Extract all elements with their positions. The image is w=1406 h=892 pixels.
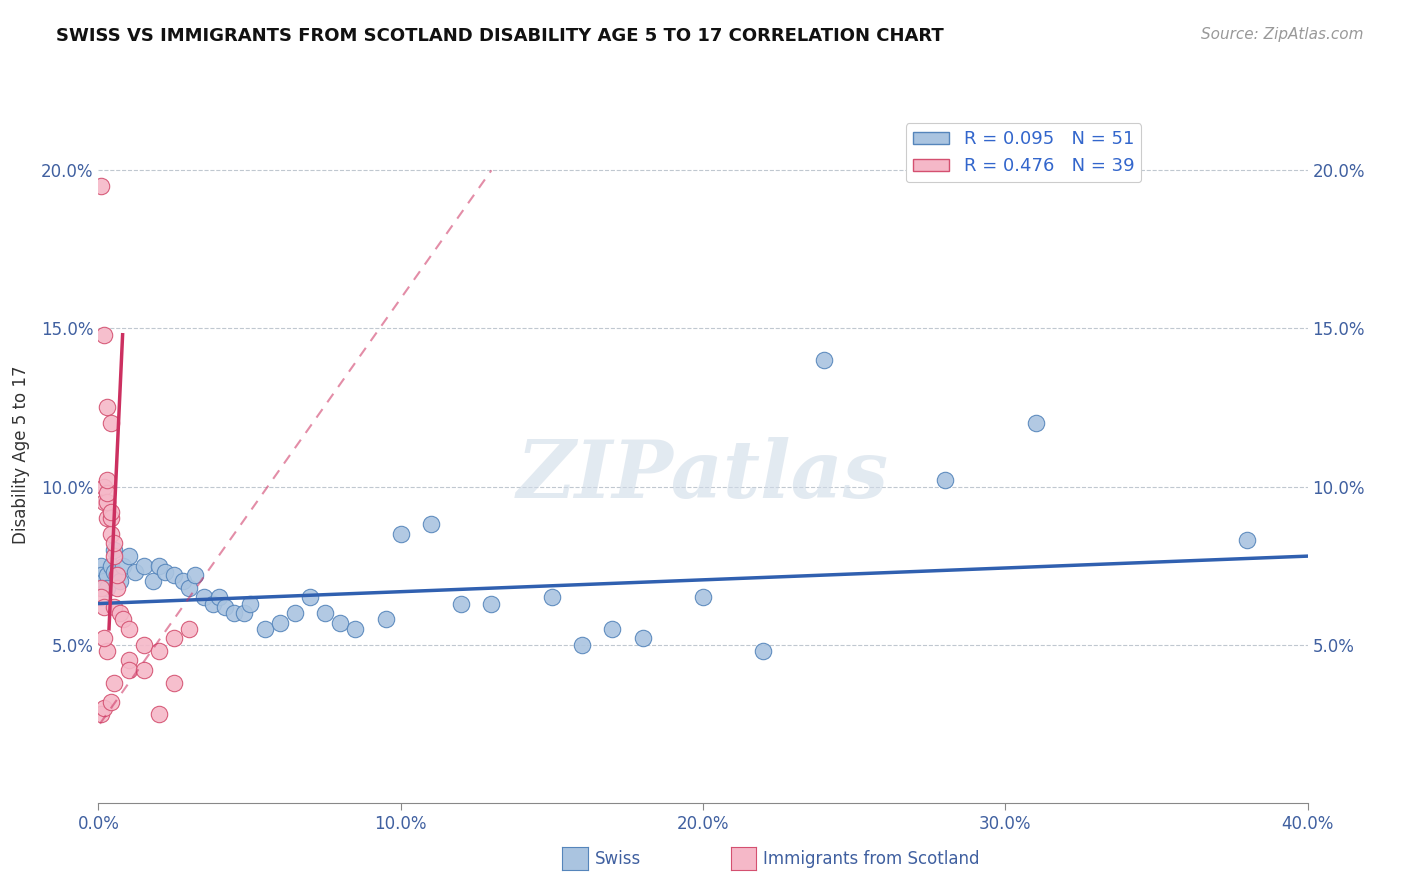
- Point: [103, 599, 125, 614]
- Point: [184, 568, 207, 582]
- Point: [148, 558, 170, 573]
- Point: [602, 622, 624, 636]
- Point: [132, 558, 155, 573]
- Point: [163, 632, 186, 646]
- Point: [96, 486, 118, 500]
- Point: [124, 565, 146, 579]
- Point: [108, 574, 131, 589]
- Text: SWISS VS IMMIGRANTS FROM SCOTLAND DISABILITY AGE 5 TO 17 CORRELATION CHART: SWISS VS IMMIGRANTS FROM SCOTLAND DISABI…: [56, 27, 943, 45]
- Point: [813, 353, 835, 368]
- Point: [314, 606, 336, 620]
- Point: [420, 517, 443, 532]
- Point: [284, 606, 307, 620]
- Point: [90, 707, 112, 722]
- Point: [269, 615, 291, 630]
- Point: [100, 417, 122, 431]
- Point: [103, 675, 125, 690]
- Point: [90, 568, 112, 582]
- Text: ZIPatlas: ZIPatlas: [517, 437, 889, 515]
- Point: [132, 638, 155, 652]
- Point: [752, 644, 775, 658]
- Point: [90, 591, 112, 605]
- Point: [103, 536, 125, 550]
- Point: [100, 505, 122, 519]
- Point: [239, 597, 262, 611]
- Point: [103, 549, 125, 563]
- Point: [450, 597, 472, 611]
- Point: [208, 591, 231, 605]
- Point: [96, 581, 118, 595]
- Point: [153, 565, 176, 579]
- Point: [224, 606, 246, 620]
- Point: [105, 568, 128, 582]
- Point: [934, 473, 956, 487]
- Point: [118, 622, 141, 636]
- Point: [374, 612, 396, 626]
- Point: [132, 663, 155, 677]
- Point: [571, 638, 593, 652]
- Point: [540, 591, 562, 605]
- Text: Swiss: Swiss: [595, 850, 641, 868]
- Point: [389, 527, 412, 541]
- Point: [481, 597, 503, 611]
- Point: [105, 568, 128, 582]
- Point: [90, 581, 112, 595]
- Point: [93, 574, 115, 589]
- Point: [96, 511, 118, 525]
- Point: [193, 591, 215, 605]
- Point: [100, 511, 122, 525]
- Point: [100, 527, 122, 541]
- Point: [118, 653, 141, 667]
- Point: [163, 568, 186, 582]
- Text: Source: ZipAtlas.com: Source: ZipAtlas.com: [1201, 27, 1364, 42]
- Point: [96, 401, 118, 415]
- Point: [172, 574, 194, 589]
- Point: [96, 473, 118, 487]
- Point: [96, 644, 118, 658]
- Point: [96, 495, 118, 509]
- Point: [108, 606, 131, 620]
- Y-axis label: Disability Age 5 to 17: Disability Age 5 to 17: [11, 366, 30, 544]
- Point: [118, 549, 141, 563]
- Point: [93, 632, 115, 646]
- Point: [329, 615, 352, 630]
- Point: [179, 622, 201, 636]
- Point: [90, 558, 112, 573]
- Point: [163, 675, 186, 690]
- Point: [93, 327, 115, 342]
- Point: [103, 542, 125, 557]
- Point: [93, 599, 115, 614]
- Point: [100, 558, 122, 573]
- Point: [179, 581, 201, 595]
- Text: Immigrants from Scotland: Immigrants from Scotland: [763, 850, 980, 868]
- Point: [93, 701, 115, 715]
- Point: [631, 632, 654, 646]
- Point: [93, 581, 115, 595]
- Point: [93, 479, 115, 493]
- Point: [148, 707, 170, 722]
- Point: [253, 622, 276, 636]
- Point: [1236, 533, 1258, 548]
- Point: [103, 565, 125, 579]
- Point: [93, 495, 115, 509]
- Point: [111, 558, 134, 573]
- Point: [214, 599, 236, 614]
- Point: [100, 695, 122, 709]
- Point: [232, 606, 254, 620]
- Point: [96, 568, 118, 582]
- Point: [1024, 417, 1046, 431]
- Point: [142, 574, 165, 589]
- Point: [202, 597, 225, 611]
- Point: [299, 591, 322, 605]
- Legend: R = 0.095   N = 51, R = 0.476   N = 39: R = 0.095 N = 51, R = 0.476 N = 39: [905, 123, 1142, 183]
- Point: [148, 644, 170, 658]
- Point: [105, 581, 128, 595]
- Point: [111, 612, 134, 626]
- Point: [692, 591, 714, 605]
- Point: [90, 179, 112, 194]
- Point: [118, 663, 141, 677]
- Point: [344, 622, 367, 636]
